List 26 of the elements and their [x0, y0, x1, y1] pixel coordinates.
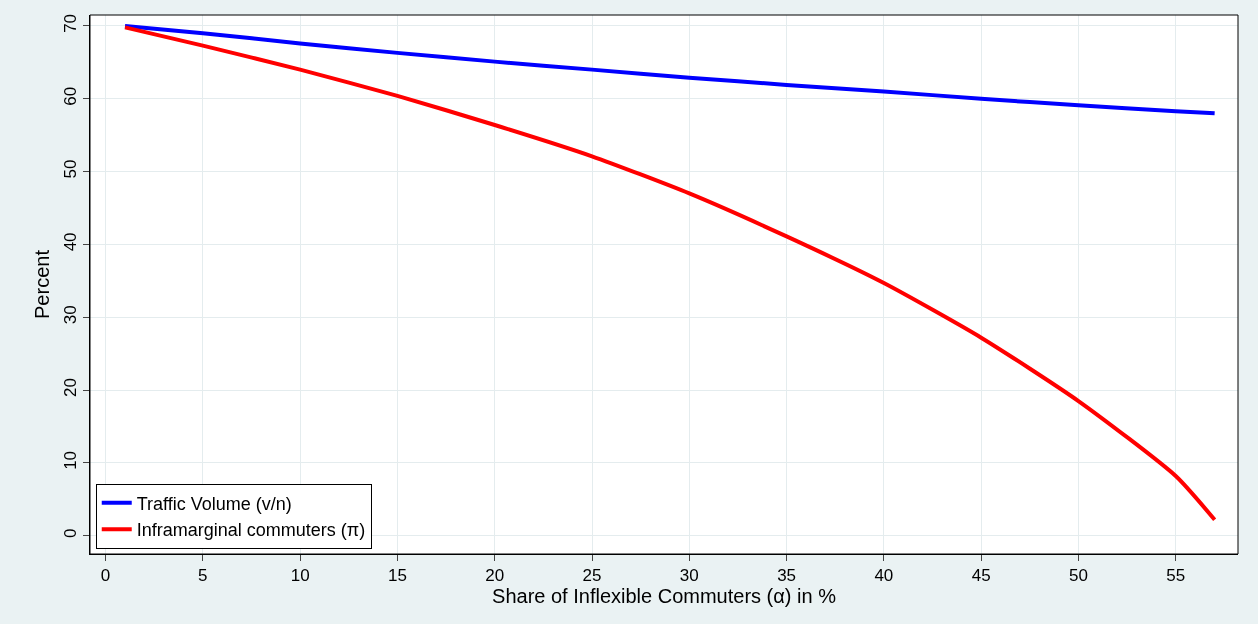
y-tick-label: 40 [61, 232, 81, 252]
y-tick-label: 70 [61, 13, 81, 33]
x-tick-label: 40 [874, 566, 894, 586]
legend-label: Traffic Volume (v/n) [136, 493, 292, 514]
line-series [123, 23, 1217, 116]
y-tick-label: 60 [61, 86, 81, 106]
x-tick-label: 30 [679, 566, 699, 586]
x-axis-title: Share of Inflexible Commuters (α) in % [492, 585, 837, 608]
x-tick-label: 0 [100, 566, 111, 586]
x-tick-label: 35 [777, 566, 797, 586]
legend-label: Inframarginal commuters (π) [136, 520, 366, 541]
line-series [123, 25, 1217, 522]
x-tick-label: 20 [485, 566, 505, 586]
x-tick-label: 25 [582, 566, 602, 586]
x-tick-label: 55 [1166, 566, 1186, 586]
y-tick-label: 10 [61, 450, 81, 470]
x-tick-label: 5 [198, 566, 208, 586]
x-tick-label: 45 [971, 566, 991, 586]
y-axis-title: Percent [30, 249, 53, 319]
y-tick-label: 50 [61, 159, 81, 179]
y-tick-label: 0 [61, 528, 81, 538]
x-tick-label: 50 [1068, 566, 1088, 586]
x-tick-label: 10 [290, 566, 310, 586]
y-tick-label: 30 [61, 305, 81, 325]
x-tick-label: 15 [387, 566, 407, 586]
y-tick-label: 20 [61, 378, 81, 398]
